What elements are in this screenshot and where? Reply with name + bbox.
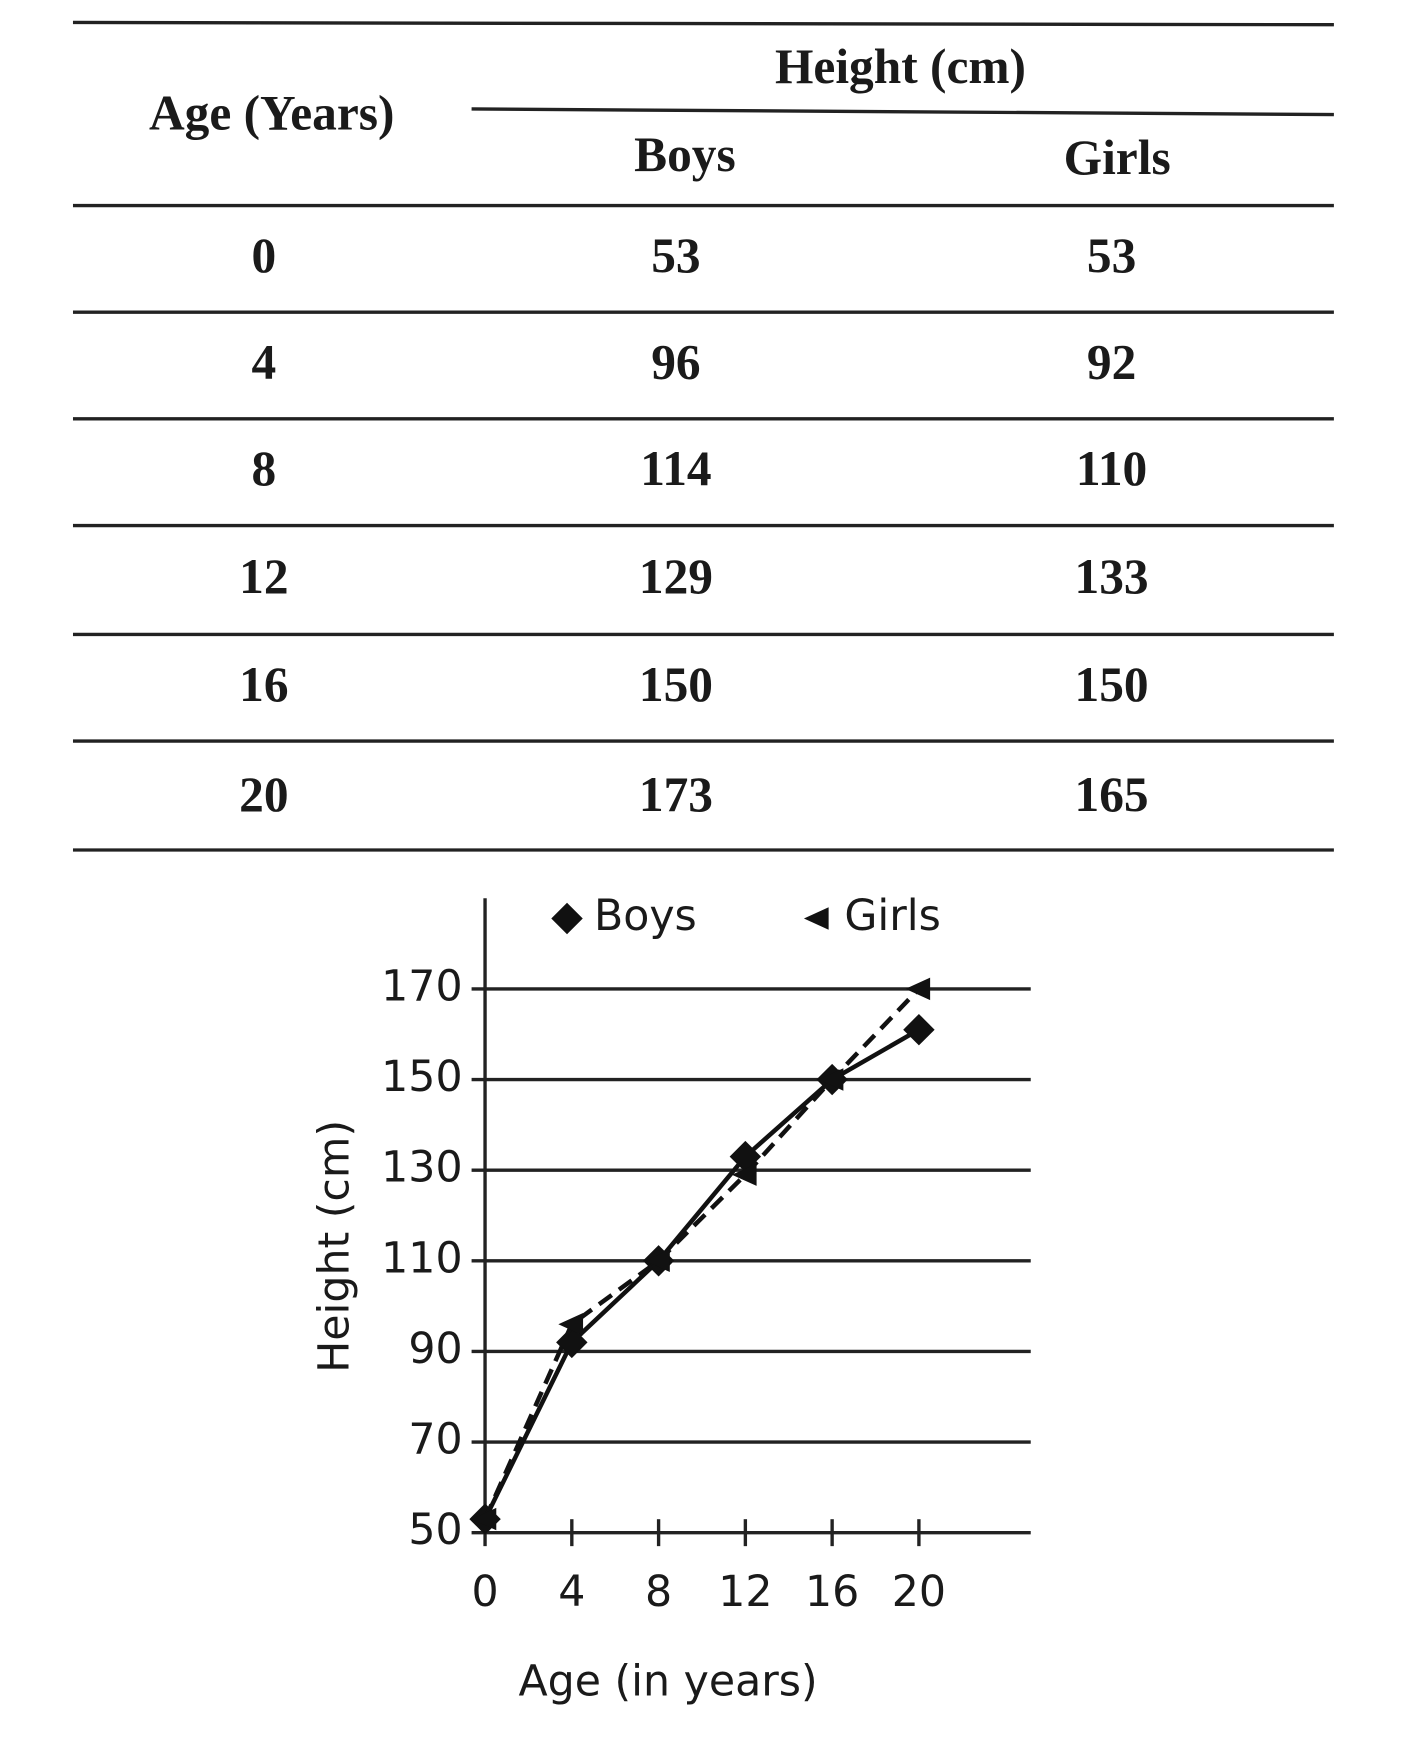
table-cell: 20 bbox=[239, 767, 288, 822]
table-cell: 150 bbox=[639, 657, 713, 712]
diamond-marker bbox=[903, 1013, 935, 1046]
legend-label: Girls bbox=[844, 891, 941, 941]
y-tick-label: 70 bbox=[408, 1415, 462, 1465]
table-cell: 133 bbox=[1075, 549, 1149, 604]
y-tick-label: 150 bbox=[381, 1052, 462, 1102]
triangle-marker bbox=[818, 1068, 844, 1091]
table-cell: 165 bbox=[1075, 767, 1149, 822]
y-tick-label: 110 bbox=[381, 1233, 462, 1283]
triangle-marker bbox=[731, 1163, 757, 1186]
series-line bbox=[483, 1027, 921, 1521]
header-girls: Girls bbox=[1064, 130, 1171, 185]
triangle-marker bbox=[471, 1507, 497, 1531]
x-tick-label: 8 bbox=[645, 1567, 672, 1617]
table-rule bbox=[471, 107, 1334, 117]
triangle-marker bbox=[645, 1249, 670, 1273]
y-axis-label: Height (cm) bbox=[309, 1120, 359, 1373]
table-cell: 110 bbox=[1076, 441, 1147, 496]
x-axis-label: Age (in years) bbox=[518, 1657, 817, 1707]
x-tick-label: 12 bbox=[718, 1567, 772, 1617]
x-tick-label: 4 bbox=[558, 1567, 585, 1617]
header-age: Age (Years) bbox=[149, 85, 394, 140]
y-tick-label: 170 bbox=[381, 961, 462, 1011]
legend-label: Boys bbox=[594, 891, 697, 941]
table-cell: 92 bbox=[1087, 335, 1136, 390]
diamond-marker bbox=[556, 1326, 588, 1359]
table-cell: 12 bbox=[239, 549, 288, 604]
table-rule bbox=[72, 20, 1334, 27]
y-tick-label: 90 bbox=[408, 1324, 462, 1374]
header-boys: Boys bbox=[634, 127, 736, 182]
table-cell: 114 bbox=[640, 441, 711, 496]
table-cell: 150 bbox=[1075, 657, 1149, 712]
table: Age (Years) Height (cm) Boys Girls bbox=[72, 20, 1334, 185]
y-tick-label: 130 bbox=[381, 1143, 462, 1193]
triangle-marker bbox=[905, 977, 931, 1001]
triangle-marker bbox=[558, 1312, 584, 1336]
table-cell: 4 bbox=[252, 335, 277, 390]
triangle-marker bbox=[803, 907, 829, 930]
x-tick-label: 20 bbox=[892, 1567, 946, 1617]
header-height: Height (cm) bbox=[775, 39, 1026, 94]
table-cell: 53 bbox=[651, 228, 700, 283]
table-cell: 129 bbox=[639, 549, 713, 604]
table-cell: 0 bbox=[252, 228, 277, 283]
y-tick-label: 50 bbox=[408, 1505, 462, 1555]
series-line bbox=[483, 987, 921, 1520]
table-cell: 96 bbox=[651, 335, 700, 390]
table-cell: 8 bbox=[252, 441, 277, 496]
diamond-marker bbox=[551, 902, 583, 935]
x-tick-label: 16 bbox=[805, 1567, 859, 1617]
table-cell: 173 bbox=[639, 767, 713, 822]
table-cell: 53 bbox=[1087, 228, 1136, 283]
x-tick-label: 0 bbox=[471, 1567, 498, 1617]
table-cell: 16 bbox=[239, 657, 288, 712]
